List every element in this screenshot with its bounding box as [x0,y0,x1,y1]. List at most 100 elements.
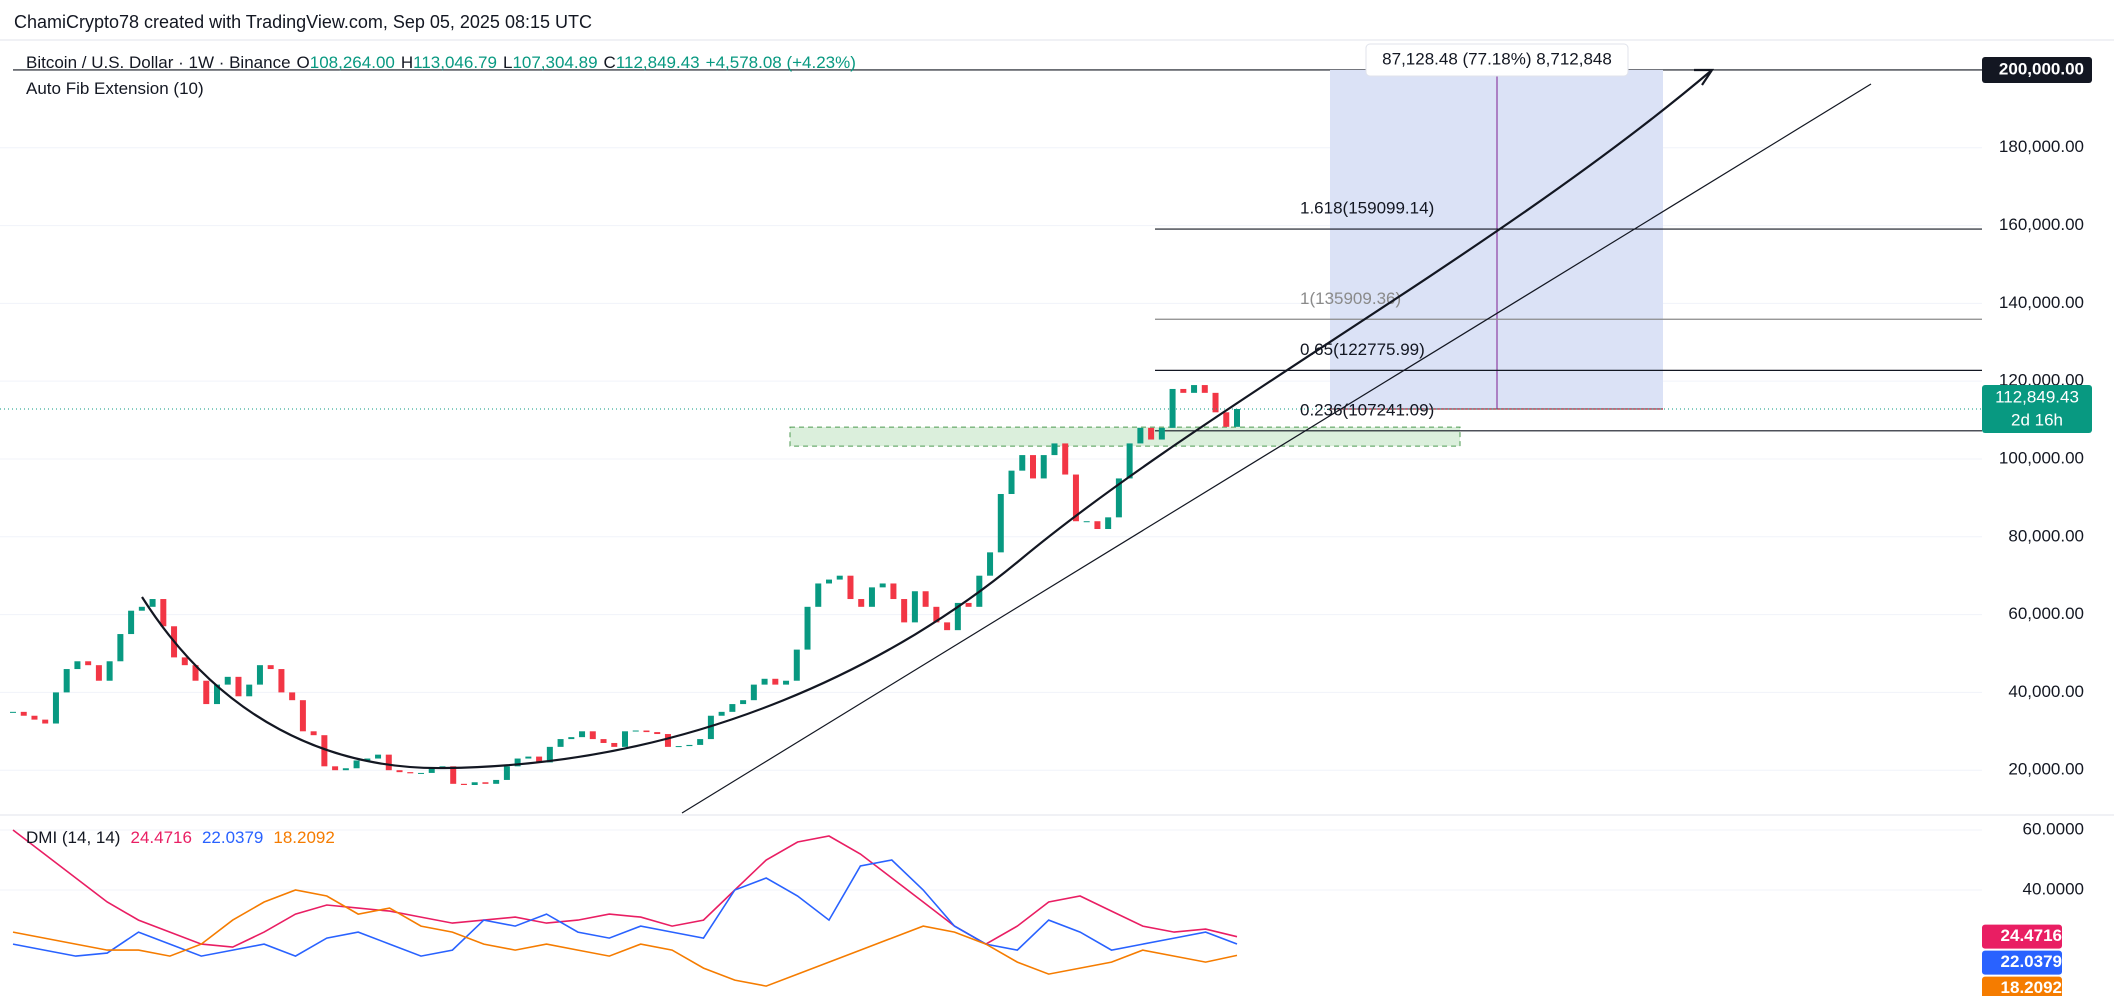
value-tag [1982,976,2062,996]
y-tick-label: 100,000.00 [1999,448,2084,467]
y-tick-label: 180,000.00 [1999,137,2084,156]
fib-label: 1.618(159099.14) [1300,199,1434,218]
candle [622,731,628,747]
candle [546,746,553,763]
candle [106,661,113,681]
candle [1062,443,1069,475]
candle [63,669,70,693]
candle [224,676,231,685]
candle [95,665,102,681]
ohlc-key: H [400,53,414,72]
candle [750,684,757,701]
candle [1072,474,1079,522]
y-tick-label: 80,000.00 [2008,526,2084,545]
candle [1201,385,1208,393]
candle [579,731,586,738]
ohlc-key: C [603,53,616,72]
candle [664,734,671,747]
candle [246,684,253,697]
candle [460,783,467,785]
candle [1212,392,1219,413]
candle [493,779,500,784]
candle [1223,412,1230,427]
fib-label: 0.236(107241.09) [1300,400,1434,419]
candle [42,719,49,724]
candle [31,715,38,720]
candle [117,634,124,662]
last-price-label: 112,849.43 [1995,387,2079,406]
candle [600,739,607,743]
candle [203,680,210,705]
candle [1083,521,1090,523]
candle [1094,521,1101,530]
y-tick-label: 60,000.00 [2008,604,2084,623]
value-tag-label: 24.4716 [2001,926,2062,945]
last-price-tag [1982,384,2092,433]
candle [1051,443,1058,456]
fib-label: 0.65(122775.99) [1300,340,1425,359]
candle [52,692,59,724]
candle [1180,388,1187,393]
candle [1191,385,1198,393]
support-zone [789,426,1461,447]
candle [944,622,951,631]
y-tick-label: 140,000.00 [1999,293,2084,312]
candle [879,583,886,588]
value-tag [1982,950,2062,975]
candle [868,587,875,607]
candle [686,744,693,747]
candle [954,602,961,631]
candle [525,756,532,759]
candle [267,665,274,670]
candle [1040,455,1047,479]
y-tick-label: 60.0000 [2023,819,2084,838]
candle [1030,455,1036,479]
measure-label: 87,128.48 (77.18%) 8,712,848 [1382,49,1612,68]
candle [428,768,435,773]
candle [611,742,618,747]
candle [804,606,811,650]
candle [289,692,296,701]
value-tag [1982,924,2062,949]
candle [901,599,908,623]
ohlc-value: 112,849.43 [615,53,700,72]
candle [1126,443,1133,479]
candle [922,591,929,607]
y-tick-label: 20,000.00 [2008,760,2084,779]
candle [1234,408,1240,427]
dmi-line [12,859,1238,957]
candle [514,758,521,767]
dmi-line [12,829,1238,948]
candle [557,739,564,747]
candle [20,711,27,716]
candle [310,731,317,736]
candle [675,746,682,748]
trend-line [681,83,1872,814]
candle [407,772,414,774]
ohlc-value: 113,046.79 [413,53,497,72]
candle [385,754,392,771]
candle [632,730,639,732]
candle [332,766,339,771]
value-tag-label: 18.2092 [2001,978,2062,996]
legend-value: 22.0379 [201,828,264,847]
dmi-line [12,889,1238,987]
candle [826,579,832,584]
candle [1019,455,1026,471]
candle [643,730,650,733]
candle [654,732,661,735]
candle [128,610,135,635]
symbol-line: Bitcoin / U.S. Dollar · 1W · Binance O108… [26,53,862,73]
candle [10,711,16,713]
candle [299,700,306,732]
y-tick-label: 40,000.00 [2008,682,2084,701]
candle [911,591,918,623]
drawings [141,68,1872,814]
candle [847,575,854,600]
candle [503,766,510,780]
value-tag-label: 22.0379 [2001,952,2062,971]
countdown-label: 2d 16h [2011,410,2063,429]
tick-tag [1982,56,2092,83]
